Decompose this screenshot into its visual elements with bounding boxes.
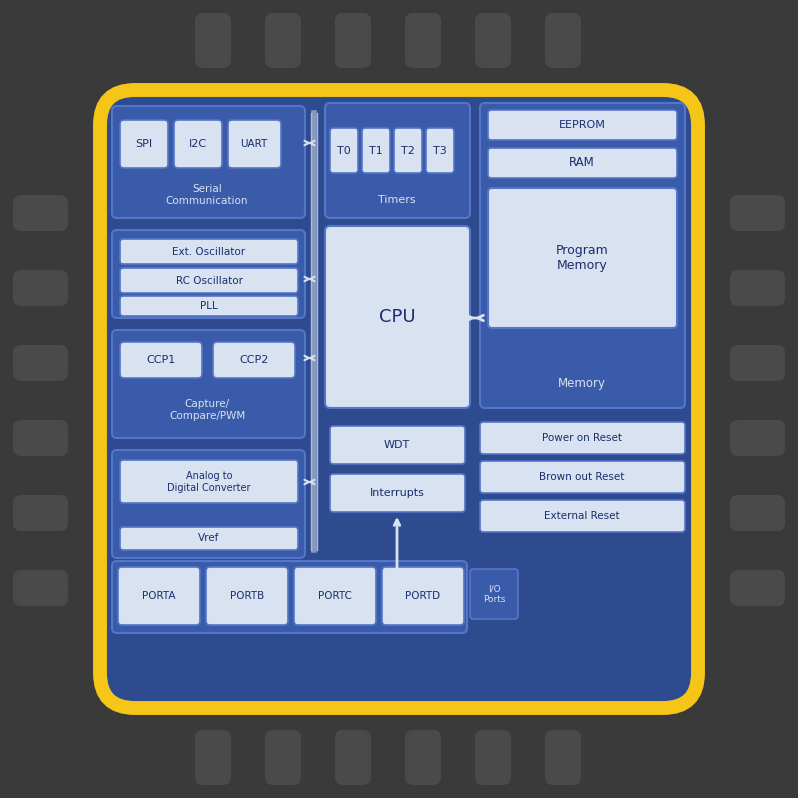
FancyBboxPatch shape [100, 90, 698, 708]
FancyBboxPatch shape [195, 730, 231, 785]
FancyBboxPatch shape [730, 495, 785, 531]
Text: External Reset: External Reset [544, 511, 620, 521]
FancyBboxPatch shape [330, 474, 465, 512]
FancyBboxPatch shape [213, 342, 295, 378]
FancyBboxPatch shape [265, 13, 301, 68]
FancyBboxPatch shape [426, 128, 454, 173]
FancyBboxPatch shape [120, 342, 202, 378]
Text: PORTA: PORTA [142, 591, 176, 601]
FancyBboxPatch shape [730, 270, 785, 306]
Text: CPU: CPU [379, 308, 415, 326]
FancyBboxPatch shape [335, 730, 371, 785]
FancyBboxPatch shape [13, 345, 68, 381]
FancyBboxPatch shape [120, 120, 168, 168]
Text: Capture/
Compare/PWM: Capture/ Compare/PWM [169, 399, 245, 421]
Text: Analog to
Digital Converter: Analog to Digital Converter [168, 471, 251, 493]
Text: Power on Reset: Power on Reset [542, 433, 622, 443]
FancyBboxPatch shape [112, 106, 305, 218]
Text: PORTB: PORTB [230, 591, 264, 601]
Text: T1: T1 [369, 146, 383, 156]
Text: PORTC: PORTC [318, 591, 352, 601]
Text: WDT: WDT [384, 440, 410, 450]
FancyBboxPatch shape [206, 567, 288, 625]
Text: T0: T0 [337, 146, 351, 156]
FancyBboxPatch shape [545, 730, 581, 785]
FancyBboxPatch shape [488, 110, 677, 140]
FancyBboxPatch shape [118, 567, 200, 625]
FancyBboxPatch shape [362, 128, 390, 173]
FancyBboxPatch shape [488, 188, 677, 328]
Text: Interrupts: Interrupts [369, 488, 425, 498]
FancyBboxPatch shape [475, 13, 511, 68]
FancyBboxPatch shape [325, 226, 470, 408]
FancyBboxPatch shape [475, 730, 511, 785]
Text: Ext. Oscillator: Ext. Oscillator [172, 247, 246, 257]
FancyBboxPatch shape [13, 195, 68, 231]
FancyBboxPatch shape [730, 420, 785, 456]
FancyBboxPatch shape [13, 495, 68, 531]
FancyBboxPatch shape [120, 239, 298, 264]
FancyBboxPatch shape [112, 450, 305, 558]
FancyBboxPatch shape [265, 730, 301, 785]
Text: PORTD: PORTD [405, 591, 440, 601]
Text: I/O
Ports: I/O Ports [483, 584, 505, 604]
FancyBboxPatch shape [330, 426, 465, 464]
FancyBboxPatch shape [470, 569, 518, 619]
Text: RC Oscillator: RC Oscillator [176, 276, 243, 286]
FancyBboxPatch shape [488, 148, 677, 178]
FancyBboxPatch shape [405, 730, 441, 785]
FancyBboxPatch shape [112, 561, 467, 633]
Text: I2C: I2C [189, 139, 207, 149]
FancyBboxPatch shape [120, 296, 298, 316]
Text: Timers: Timers [378, 195, 416, 205]
Text: UART: UART [240, 139, 267, 149]
FancyBboxPatch shape [325, 103, 470, 218]
FancyBboxPatch shape [13, 420, 68, 456]
FancyBboxPatch shape [382, 567, 464, 625]
Text: T2: T2 [401, 146, 415, 156]
FancyBboxPatch shape [228, 120, 281, 168]
FancyBboxPatch shape [294, 567, 376, 625]
FancyBboxPatch shape [480, 422, 685, 454]
Text: Memory: Memory [558, 377, 606, 389]
FancyBboxPatch shape [195, 13, 231, 68]
Text: EEPROM: EEPROM [559, 120, 606, 130]
FancyBboxPatch shape [120, 268, 298, 293]
Text: CCP1: CCP1 [146, 355, 176, 365]
FancyBboxPatch shape [480, 500, 685, 532]
Text: Brown out Reset: Brown out Reset [539, 472, 625, 482]
FancyBboxPatch shape [335, 13, 371, 68]
FancyBboxPatch shape [174, 120, 222, 168]
Text: RAM: RAM [569, 156, 595, 169]
FancyBboxPatch shape [13, 270, 68, 306]
Text: T3: T3 [433, 146, 447, 156]
FancyBboxPatch shape [13, 570, 68, 606]
FancyBboxPatch shape [405, 13, 441, 68]
FancyBboxPatch shape [330, 128, 358, 173]
Text: PLL: PLL [200, 301, 218, 311]
Text: SPI: SPI [136, 139, 152, 149]
FancyBboxPatch shape [120, 527, 298, 550]
FancyBboxPatch shape [730, 345, 785, 381]
FancyBboxPatch shape [480, 103, 685, 408]
FancyBboxPatch shape [112, 330, 305, 438]
Text: Program
Memory: Program Memory [555, 244, 608, 272]
Text: Serial
Communication: Serial Communication [166, 184, 248, 206]
FancyBboxPatch shape [394, 128, 422, 173]
FancyBboxPatch shape [730, 570, 785, 606]
FancyBboxPatch shape [480, 461, 685, 493]
FancyBboxPatch shape [545, 13, 581, 68]
FancyBboxPatch shape [120, 460, 298, 503]
Text: CCP2: CCP2 [239, 355, 269, 365]
Text: Vref: Vref [199, 533, 219, 543]
FancyBboxPatch shape [112, 230, 305, 318]
FancyBboxPatch shape [730, 195, 785, 231]
